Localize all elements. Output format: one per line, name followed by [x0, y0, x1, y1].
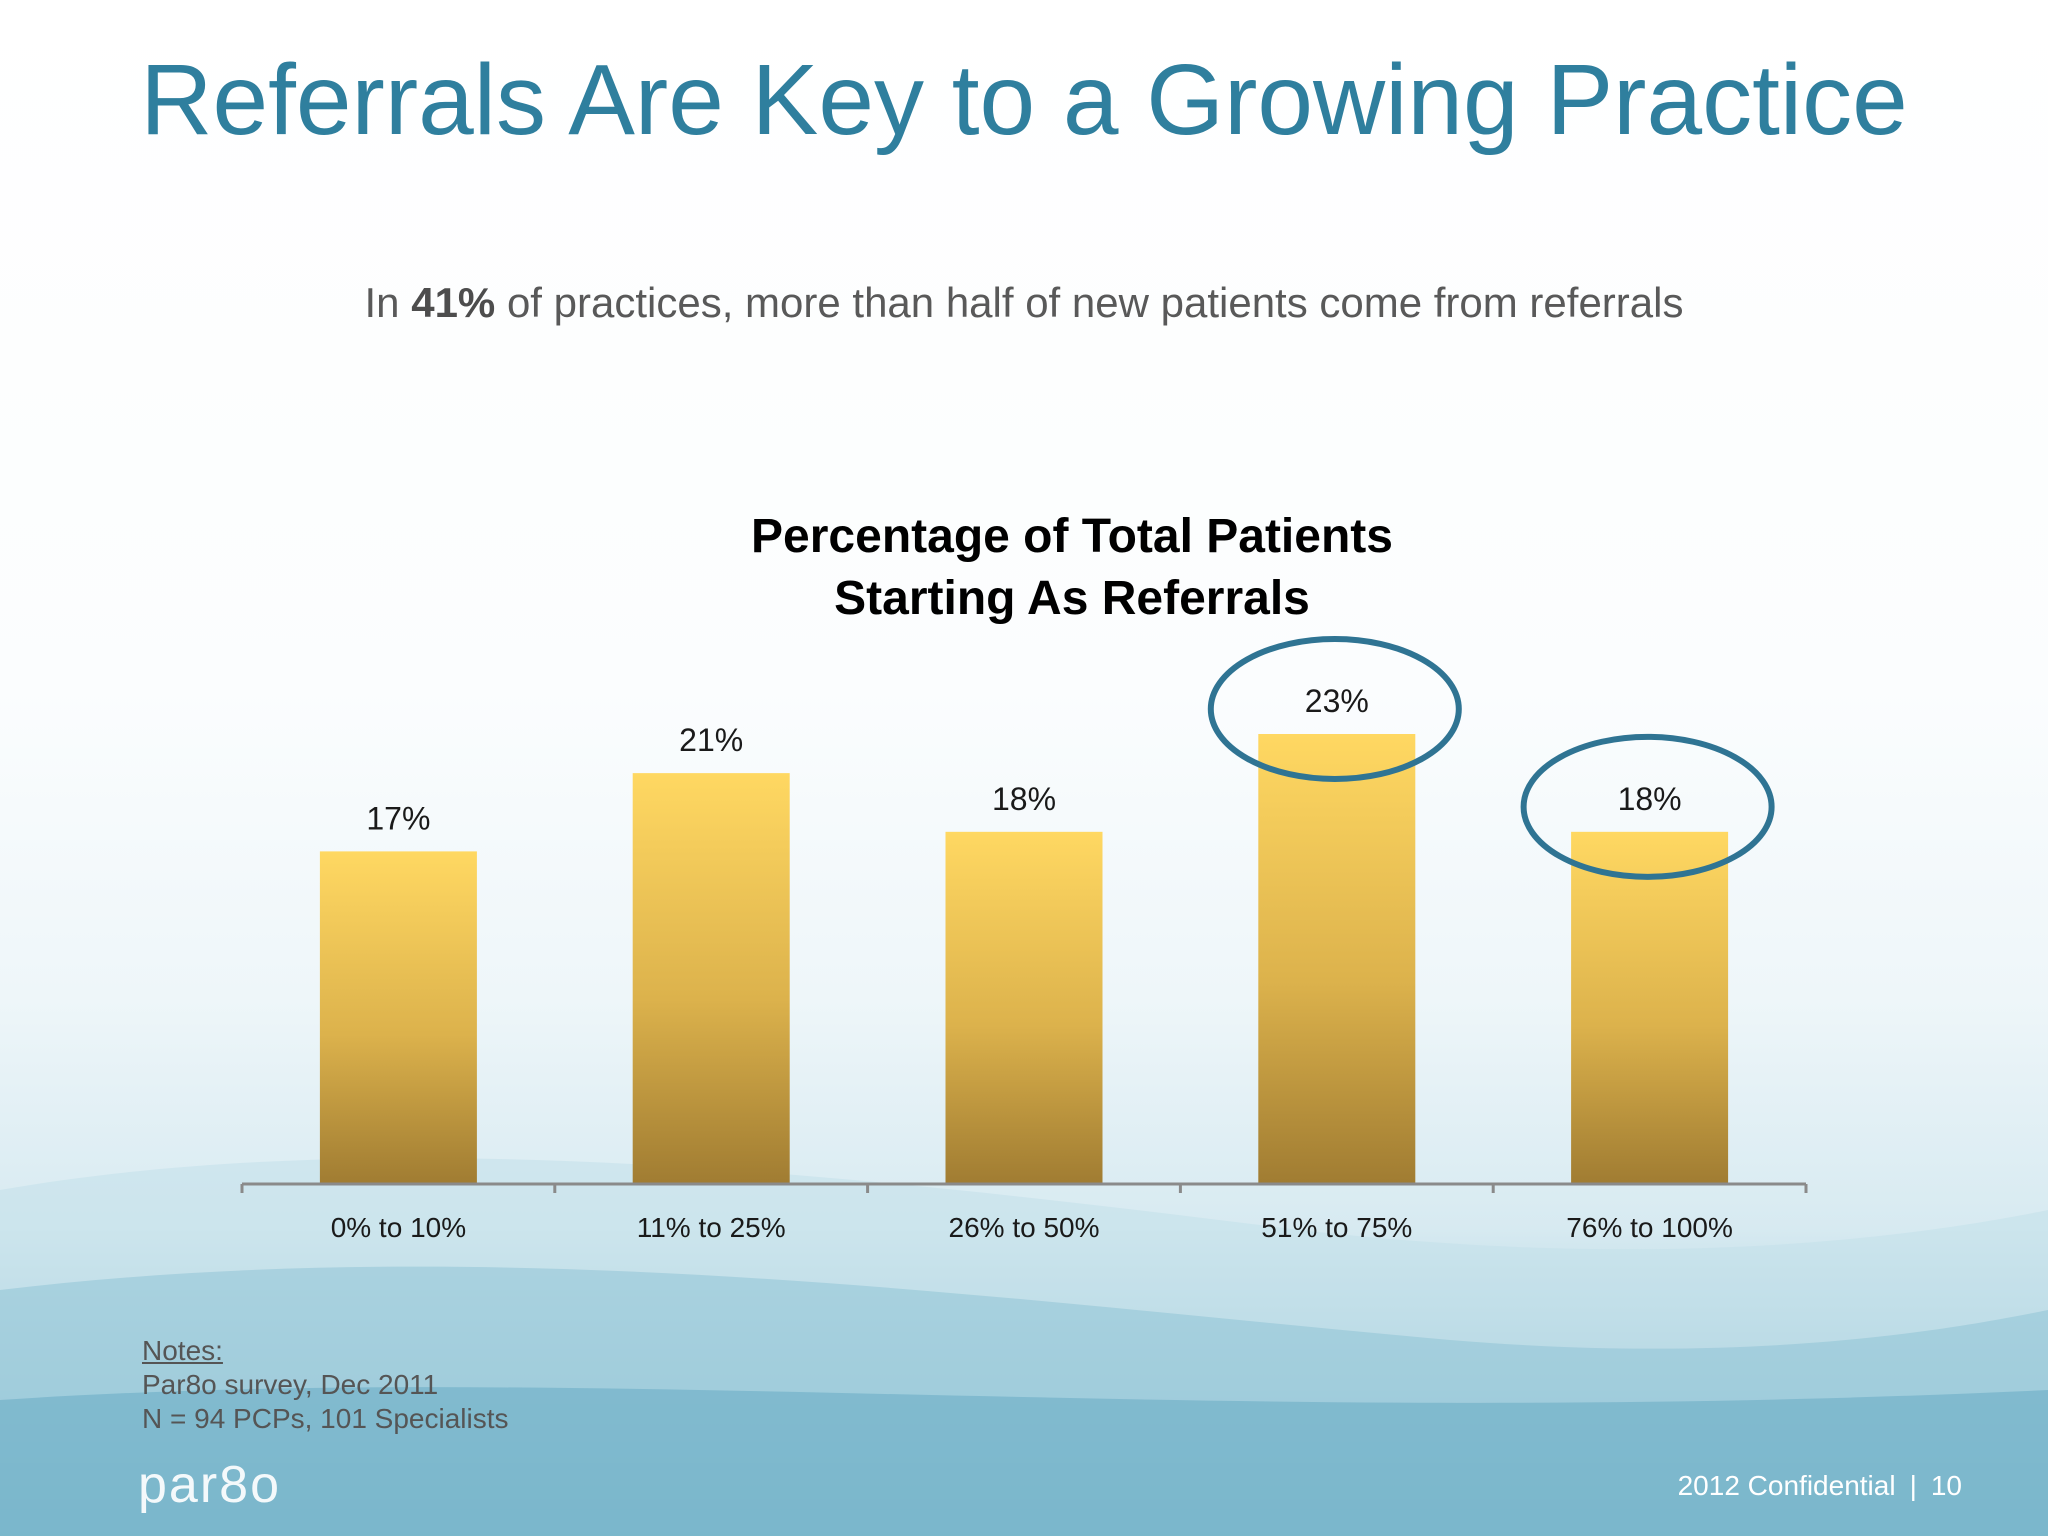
- slide-title: Referrals Are Key to a Growing Practice: [140, 44, 1908, 156]
- notes-line-2: N = 94 PCPs, 101 Specialists: [142, 1403, 509, 1434]
- highlight-circle-4: [1520, 733, 1775, 880]
- bar-value-label-0: 17%: [366, 800, 430, 836]
- highlights: [1207, 636, 1775, 880]
- category-label-3: 51% to 75%: [1261, 1212, 1412, 1243]
- category-label-0: 0% to 10%: [331, 1212, 466, 1243]
- footer: 2012 Confidential | 10: [1678, 1468, 1962, 1504]
- bar-1: [632, 773, 790, 1184]
- notes: Notes: Par8o survey, Dec 2011 N = 94 PCP…: [142, 1334, 509, 1436]
- footer-confidential: 2012 Confidential: [1677, 1470, 1896, 1501]
- par8o-logo: par8o: [138, 1456, 281, 1514]
- bar-4: [1571, 831, 1729, 1184]
- bar-3: [1258, 734, 1416, 1184]
- chart-title-line-2: Starting As Referrals: [834, 572, 1310, 625]
- subtitle: In 41% of practices, more than half of n…: [0, 275, 2048, 331]
- bar-2: [945, 831, 1103, 1184]
- bar-value-label-1: 21%: [679, 722, 743, 758]
- category-label-2: 26% to 50%: [949, 1212, 1100, 1243]
- labels: 17% 0% to 10% 21% 11% to 25% 18% 26% to 50% 23…: [331, 683, 1733, 1243]
- category-label-1: 11% to 25%: [637, 1212, 786, 1243]
- subtitle-suffix: of practices, more than half of new pati…: [495, 279, 1684, 326]
- subtitle-highlight: 41%: [411, 279, 496, 326]
- highlight-circle-3: [1207, 636, 1462, 782]
- bar-value-label-4: 18%: [1618, 781, 1682, 817]
- notes-heading: Notes:: [142, 1335, 223, 1366]
- bars: [319, 734, 1729, 1184]
- x-axis: [240, 1182, 1808, 1193]
- footer-page-number: 10: [1930, 1470, 1962, 1501]
- subtitle-prefix: In: [364, 279, 412, 326]
- bar-value-label-3: 23%: [1305, 683, 1369, 719]
- category-label-4: 76% to 100%: [1566, 1212, 1733, 1243]
- notes-line-1: Par8o survey, Dec 2011: [142, 1369, 439, 1400]
- chart-title-line-1: Percentage of Total Patients: [751, 510, 1393, 563]
- bar-value-label-2: 18%: [992, 781, 1056, 817]
- footer-separator: |: [1909, 1470, 1917, 1501]
- bar-0: [319, 851, 477, 1184]
